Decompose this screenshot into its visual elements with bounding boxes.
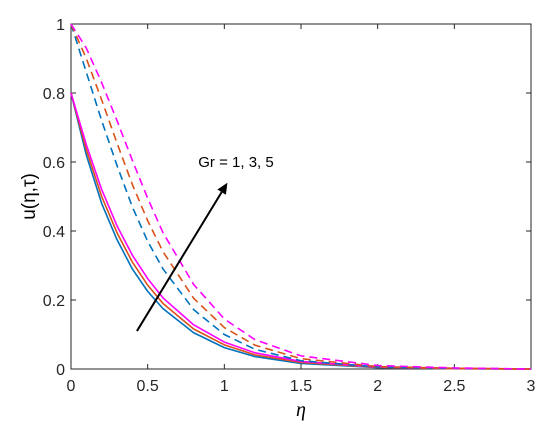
x-tick-label: 0.5 xyxy=(137,378,159,395)
x-tick-label: 1.5 xyxy=(290,378,312,395)
x-tick-label: 1 xyxy=(220,378,229,395)
y-tick-label: 0.6 xyxy=(43,155,65,172)
series-line-5 xyxy=(70,23,532,370)
gr-increase-arrow xyxy=(136,191,223,332)
y-axis-label: u(η,τ) xyxy=(19,173,40,220)
x-tick-label: 3 xyxy=(527,378,536,395)
y-tick-label: 1 xyxy=(56,17,65,34)
x-tick-label: 2 xyxy=(373,378,382,395)
y-tick-label: 0.4 xyxy=(43,224,65,241)
series-line-6 xyxy=(70,23,532,370)
x-tick-label: 2.5 xyxy=(443,378,465,395)
gr-annotation-label: Gr = 1, 3, 5 xyxy=(198,154,273,171)
y-tick-label: 0.8 xyxy=(43,86,65,103)
series-layer xyxy=(70,23,532,370)
tick-labels: 0 0.5 1 1.5 2 2.5 3 0 0.2 0.4 0.6 0.8 1 xyxy=(43,17,536,395)
series-line-4 xyxy=(70,23,532,370)
x-axis-label: η xyxy=(296,399,306,421)
y-tick-label: 0 xyxy=(56,362,65,379)
axis-ticks xyxy=(70,23,532,370)
plot-area-frame xyxy=(70,23,532,370)
x-tick-label: 0 xyxy=(67,378,76,395)
annotation-layer: Gr = 1, 3, 5 xyxy=(136,154,274,332)
gr-increase-arrowhead xyxy=(217,182,228,195)
y-tick-label: 0.2 xyxy=(43,293,65,310)
